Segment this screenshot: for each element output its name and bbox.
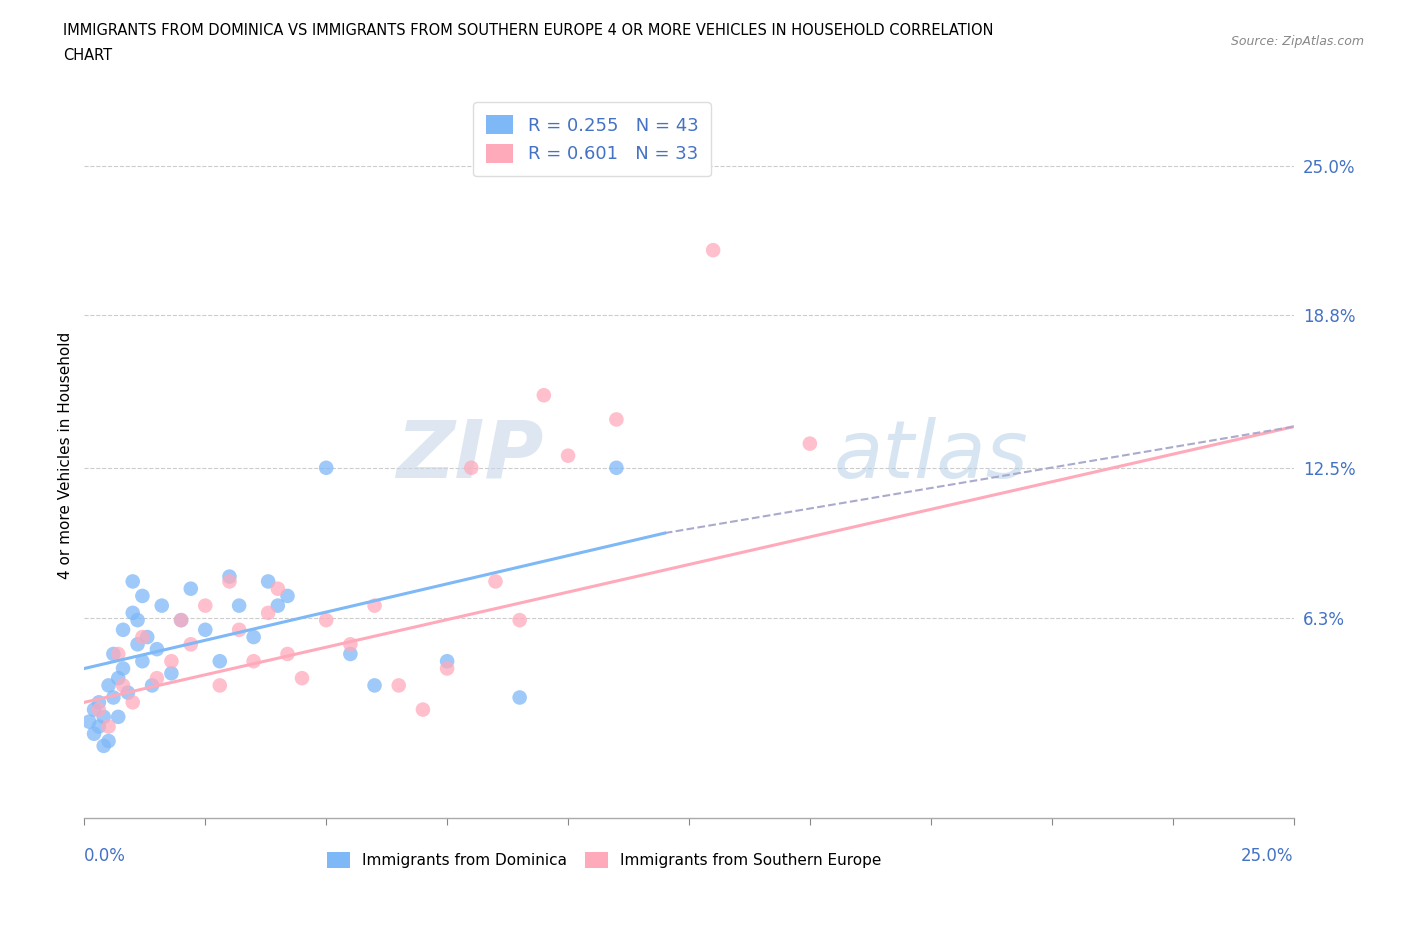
Point xyxy=(87,702,110,717)
Point xyxy=(228,622,250,637)
Point xyxy=(257,605,280,620)
Point xyxy=(160,666,183,681)
Point xyxy=(103,646,125,661)
Point xyxy=(436,661,458,676)
Point xyxy=(509,690,531,705)
Point xyxy=(339,637,361,652)
Point xyxy=(112,622,135,637)
Point xyxy=(127,613,149,628)
Point xyxy=(436,654,458,669)
Point xyxy=(194,598,217,613)
Point xyxy=(97,678,120,693)
Point xyxy=(291,671,314,685)
Point xyxy=(93,710,115,724)
Text: Source: ZipAtlas.com: Source: ZipAtlas.com xyxy=(1230,35,1364,48)
Text: atlas: atlas xyxy=(834,417,1029,495)
Point xyxy=(557,448,579,463)
Point xyxy=(127,637,149,652)
Point xyxy=(276,589,298,604)
Point xyxy=(107,646,129,661)
Point xyxy=(799,436,821,451)
Text: 0.0%: 0.0% xyxy=(84,847,127,866)
Point xyxy=(180,581,202,596)
Point xyxy=(141,678,163,693)
Point xyxy=(121,605,143,620)
Point xyxy=(87,719,110,734)
Point xyxy=(702,243,724,258)
Point xyxy=(388,678,411,693)
Point xyxy=(605,460,627,475)
Point xyxy=(180,637,202,652)
Point xyxy=(363,678,385,693)
Point xyxy=(121,574,143,589)
Point xyxy=(93,738,115,753)
Point xyxy=(146,642,169,657)
Point xyxy=(412,702,434,717)
Point xyxy=(208,678,231,693)
Point xyxy=(112,678,135,693)
Point xyxy=(339,646,361,661)
Point xyxy=(267,581,290,596)
Point xyxy=(460,460,482,475)
Point xyxy=(136,630,159,644)
Point xyxy=(533,388,555,403)
Point xyxy=(112,661,135,676)
Point xyxy=(121,695,143,710)
Point xyxy=(97,734,120,749)
Point xyxy=(276,646,298,661)
Point xyxy=(484,574,506,589)
Point xyxy=(218,574,240,589)
Point xyxy=(107,671,129,685)
Point xyxy=(315,613,337,628)
Point xyxy=(267,598,290,613)
Point xyxy=(170,613,193,628)
Point xyxy=(160,654,183,669)
Point xyxy=(87,695,110,710)
Point xyxy=(315,460,337,475)
Point xyxy=(194,622,217,637)
Text: IMMIGRANTS FROM DOMINICA VS IMMIGRANTS FROM SOUTHERN EUROPE 4 OR MORE VEHICLES I: IMMIGRANTS FROM DOMINICA VS IMMIGRANTS F… xyxy=(63,23,994,38)
Legend: Immigrants from Dominica, Immigrants from Southern Europe: Immigrants from Dominica, Immigrants fro… xyxy=(319,844,890,876)
Point xyxy=(131,654,153,669)
Point xyxy=(107,710,129,724)
Point xyxy=(97,719,120,734)
Point xyxy=(242,630,264,644)
Text: ZIP: ZIP xyxy=(396,417,544,495)
Point xyxy=(218,569,240,584)
Point xyxy=(77,714,100,729)
Point xyxy=(146,671,169,685)
Point xyxy=(150,598,173,613)
Point xyxy=(117,685,139,700)
Point xyxy=(605,412,627,427)
Point xyxy=(228,598,250,613)
Point xyxy=(131,589,153,604)
Point xyxy=(83,726,105,741)
Point xyxy=(103,690,125,705)
Point xyxy=(83,702,105,717)
Text: CHART: CHART xyxy=(63,48,112,63)
Y-axis label: 4 or more Vehicles in Household: 4 or more Vehicles in Household xyxy=(58,332,73,579)
Point xyxy=(170,613,193,628)
Point xyxy=(242,654,264,669)
Point xyxy=(131,630,153,644)
Point xyxy=(257,574,280,589)
Point xyxy=(509,613,531,628)
Text: 25.0%: 25.0% xyxy=(1241,847,1294,866)
Point xyxy=(208,654,231,669)
Point xyxy=(363,598,385,613)
